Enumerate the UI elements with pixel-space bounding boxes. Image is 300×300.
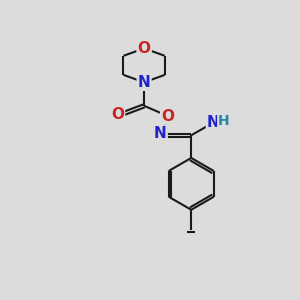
Text: N: N	[207, 115, 220, 130]
Text: H: H	[218, 114, 230, 128]
Text: N: N	[154, 126, 167, 141]
Text: N: N	[138, 75, 151, 90]
Text: O: O	[138, 41, 151, 56]
Text: O: O	[111, 107, 124, 122]
Text: O: O	[161, 109, 174, 124]
